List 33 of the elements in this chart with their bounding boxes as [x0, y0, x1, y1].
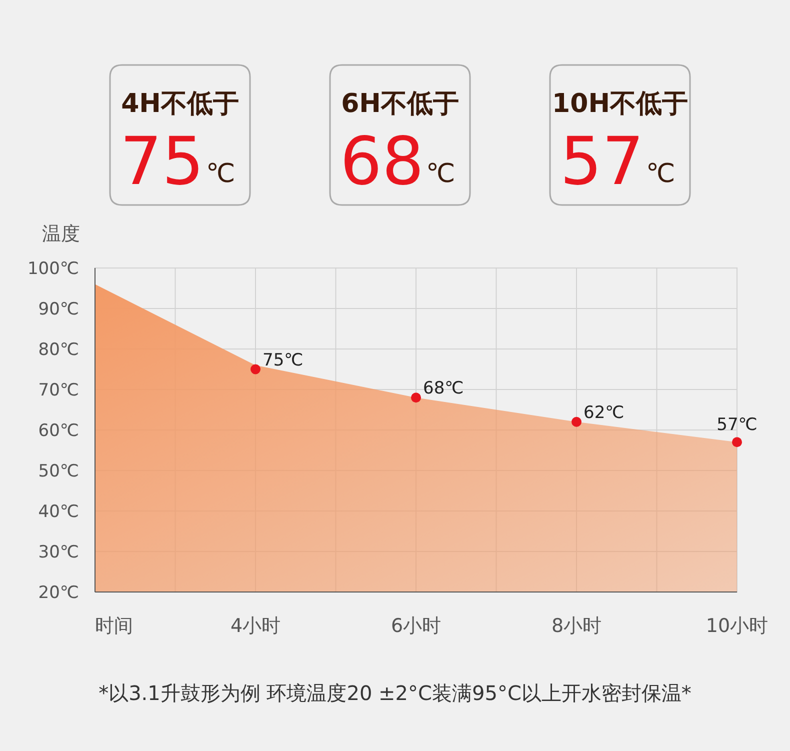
- data-label: 75℃: [262, 350, 304, 370]
- text: ℃: [206, 159, 236, 189]
- data-label: 68: [340, 123, 424, 200]
- data-label: 68℃: [423, 378, 464, 399]
- category-label: 6H不低于: [341, 89, 459, 119]
- y-tick-label: 70℃: [38, 380, 79, 400]
- y-axis-title: 温度: [42, 223, 80, 245]
- x-tick-label: 6小时: [390, 615, 442, 637]
- data-label: 75: [120, 123, 204, 200]
- point: [250, 364, 260, 374]
- data-label: 57℃: [716, 415, 758, 436]
- point: [572, 416, 582, 427]
- text: *以3.1升鼓形为例 环境温度20 ±2°C装满95°C以上开水密封保温*: [98, 681, 692, 705]
- y-tick-label: 90℃: [38, 300, 79, 320]
- y-tick-label: 30℃: [38, 542, 79, 562]
- y-tick-label: 60℃: [38, 421, 79, 441]
- data-label: 62℃: [584, 402, 624, 423]
- x-axis-title: 时间: [95, 615, 133, 637]
- y-tick-label: 50℃: [38, 462, 79, 482]
- category-label: 4H不低于: [121, 89, 239, 119]
- y-tick-label: 80℃: [38, 340, 79, 360]
- x-tick-label: 10小时: [706, 615, 768, 637]
- text: ℃: [646, 159, 676, 189]
- point: [732, 437, 742, 448]
- x-tick-label: 4小时: [230, 615, 281, 637]
- y-tick-label: 40℃: [38, 502, 79, 522]
- y-tick-label: 20℃: [38, 583, 79, 603]
- category-label: 10H不低于: [552, 89, 688, 119]
- data-label: 57: [560, 123, 644, 200]
- x-tick-label: 8小时: [551, 615, 602, 637]
- y-tick-label: 100℃: [27, 259, 79, 279]
- text: ℃: [426, 159, 456, 189]
- point: [411, 392, 421, 403]
